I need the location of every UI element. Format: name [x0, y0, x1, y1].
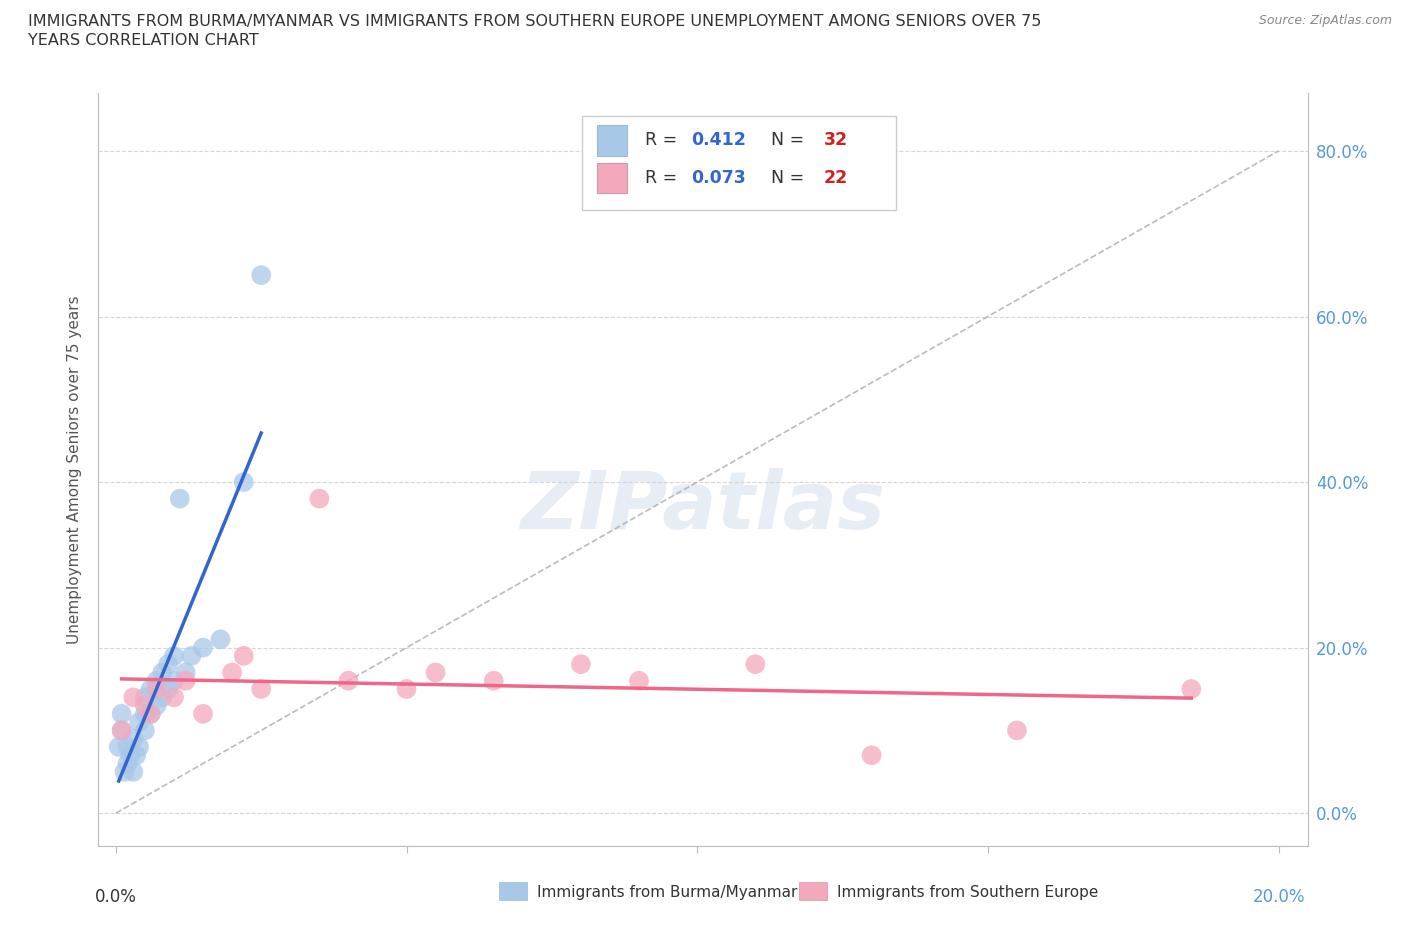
Point [120, 748, 142, 763]
Point [169, 491, 191, 506]
Point [425, 665, 447, 680]
Point [139, 707, 162, 722]
Point [250, 268, 273, 283]
Point [122, 731, 145, 746]
Point [145, 682, 167, 697]
Text: 0.0%: 0.0% [96, 888, 136, 906]
FancyBboxPatch shape [596, 126, 627, 155]
Point [395, 682, 418, 697]
Point [139, 682, 162, 697]
Text: 0.412: 0.412 [690, 131, 745, 150]
Point [1180, 682, 1202, 697]
Point [163, 690, 186, 705]
Point [209, 631, 232, 646]
Point [117, 756, 139, 771]
Point [569, 657, 592, 671]
Point [232, 648, 254, 663]
Point [145, 698, 167, 713]
Point [125, 748, 148, 763]
Point [337, 673, 360, 688]
Text: R =: R = [645, 131, 683, 150]
Text: IMMIGRANTS FROM BURMA/MYANMAR VS IMMIGRANTS FROM SOUTHERN EUROPE UNEMPLOYMENT AM: IMMIGRANTS FROM BURMA/MYANMAR VS IMMIGRA… [28, 14, 1042, 29]
Text: R =: R = [645, 169, 683, 187]
Point [134, 707, 156, 722]
Text: YEARS CORRELATION CHART: YEARS CORRELATION CHART [28, 33, 259, 47]
Point [122, 690, 145, 705]
Point [1005, 723, 1028, 737]
Point [134, 690, 156, 705]
Point [128, 714, 150, 729]
Point [150, 690, 173, 705]
Point [221, 665, 243, 680]
Text: 32: 32 [824, 131, 848, 150]
Point [134, 698, 156, 713]
Point [250, 682, 273, 697]
Text: N =: N = [759, 169, 810, 187]
Point [139, 707, 162, 722]
Text: Immigrants from Southern Europe: Immigrants from Southern Europe [837, 885, 1098, 900]
Text: ZIPatlas: ZIPatlas [520, 469, 886, 546]
Y-axis label: Unemployment Among Seniors over 75 years: Unemployment Among Seniors over 75 years [67, 296, 83, 644]
Point [744, 657, 766, 671]
Point [122, 764, 145, 779]
Point [145, 673, 167, 688]
Point [111, 707, 134, 722]
Point [128, 739, 150, 754]
Point [117, 739, 139, 754]
Point [163, 648, 186, 663]
Point [860, 748, 883, 763]
Point [308, 491, 330, 506]
Point [114, 764, 136, 779]
Point [111, 723, 134, 737]
Text: 20.0%: 20.0% [1253, 888, 1305, 906]
Point [163, 673, 186, 688]
Text: Source: ZipAtlas.com: Source: ZipAtlas.com [1258, 14, 1392, 27]
Point [111, 723, 134, 737]
Point [628, 673, 651, 688]
Text: 22: 22 [824, 169, 848, 187]
Text: 0.073: 0.073 [690, 169, 745, 187]
Point [482, 673, 505, 688]
Point [191, 640, 214, 655]
FancyBboxPatch shape [596, 163, 627, 193]
FancyBboxPatch shape [582, 115, 897, 210]
Point [134, 723, 156, 737]
Point [232, 474, 254, 489]
Text: Immigrants from Burma/Myanmar: Immigrants from Burma/Myanmar [537, 885, 797, 900]
Point [157, 682, 180, 697]
Point [107, 739, 129, 754]
Point [191, 707, 214, 722]
Point [157, 657, 180, 671]
Point [150, 665, 173, 680]
Point [180, 648, 202, 663]
Point [174, 665, 197, 680]
Text: N =: N = [759, 131, 810, 150]
Point [174, 673, 197, 688]
